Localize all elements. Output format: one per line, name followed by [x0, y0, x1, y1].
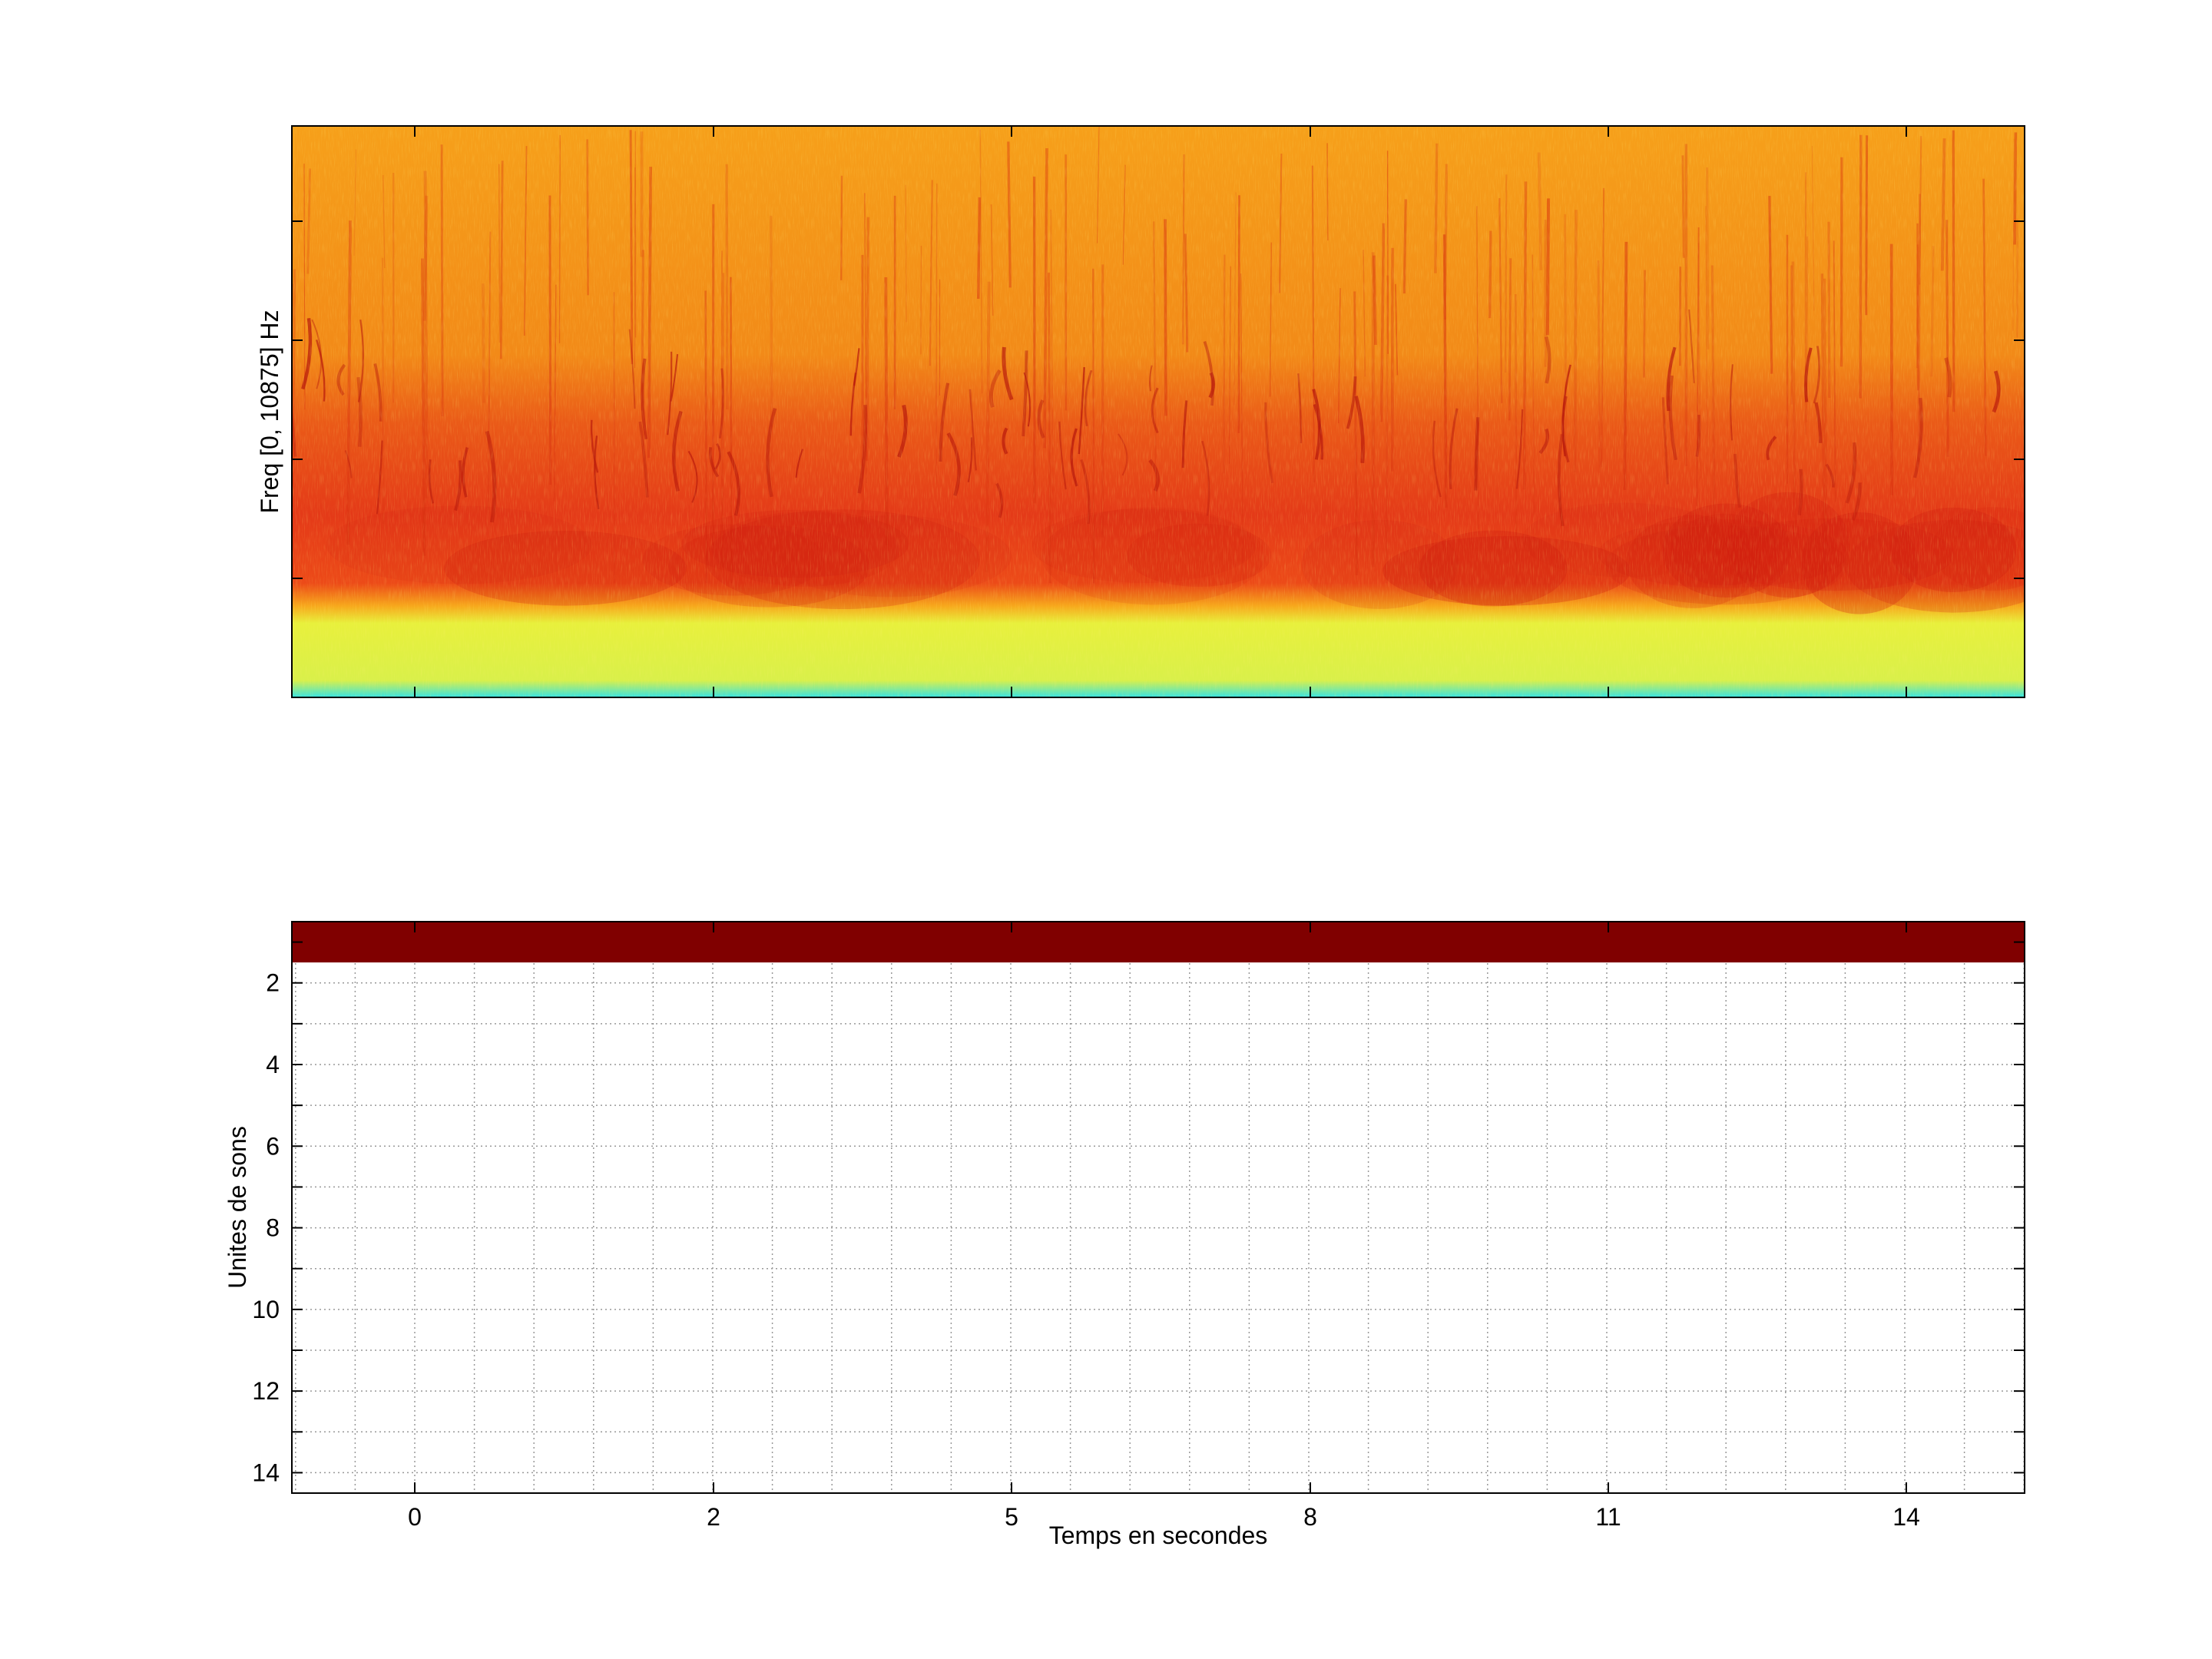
units-ytick-labels: 2 4 6 8 10 12 14	[252, 969, 280, 1487]
units-ytick-label: 6	[266, 1132, 280, 1160]
spectrogram-ylabel: Freq [0, 10875] Hz	[256, 310, 283, 513]
units-ytick-label: 2	[266, 969, 280, 997]
units-xtick-label: 8	[1303, 1503, 1317, 1531]
units-xtick-label: 11	[1595, 1503, 1621, 1531]
units-xtick-label: 0	[408, 1503, 422, 1531]
units-ytick-label: 12	[252, 1377, 280, 1405]
units-ylabel: Unites de sons	[224, 1126, 251, 1289]
units-axes-box	[291, 921, 2025, 1494]
units-plot-area	[292, 922, 2025, 1493]
units-active-rows	[292, 922, 2025, 963]
units-xtick-label: 5	[1005, 1503, 1018, 1531]
spectrogram-ticks	[292, 126, 2025, 697]
units-xtick-labels: 0 2 5 8 11 14	[408, 1503, 1920, 1531]
units-panel: 2 4 6 8 10 12 14 0 2 5 8 11 14 Unites de sons Temps…	[224, 921, 2025, 1549]
units-ytick-label: 10	[252, 1296, 280, 1323]
units-ytick-label: 4	[266, 1051, 280, 1078]
units-ytick-label: 8	[266, 1214, 280, 1242]
units-xtick-label: 14	[1892, 1503, 1920, 1531]
active-unit-row	[292, 922, 2025, 963]
units-ytick-label: 14	[252, 1459, 280, 1486]
spectrogram-grain	[292, 126, 2025, 697]
units-xtick-label: 2	[707, 1503, 720, 1531]
spectrogram-axes-box	[291, 125, 2025, 698]
spectrogram-panel: Freq [0, 10875] Hz	[256, 125, 2025, 698]
units-ticks	[292, 922, 2025, 1493]
units-xlabel: Temps en secondes	[1049, 1522, 1268, 1549]
units-grid	[292, 922, 2025, 1493]
